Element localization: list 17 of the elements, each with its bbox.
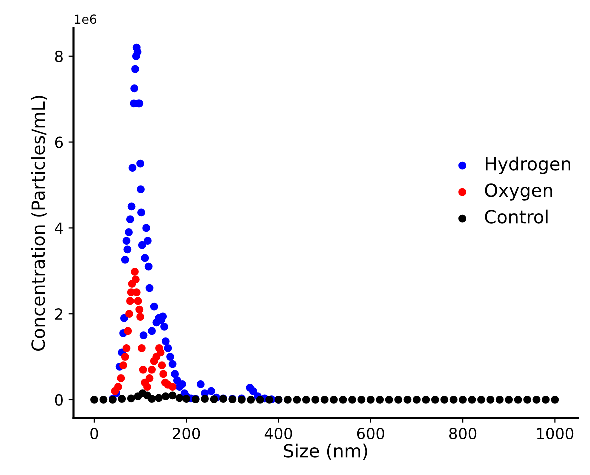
x-tick-label: 0 xyxy=(90,428,98,440)
x-tick-label: 1000 xyxy=(537,428,574,440)
x-tick-label: 400 xyxy=(264,428,292,440)
legend-label: Oxygen xyxy=(485,184,552,201)
y-tick-label: 6 xyxy=(55,136,64,148)
text: 1e6 xyxy=(75,14,97,24)
x-tick-label: 600 xyxy=(357,428,384,440)
x-tick-label: 200 xyxy=(173,428,200,440)
legend-label: Hydrogen xyxy=(486,156,570,174)
y-axis-title: Concentration (Particles/mL) xyxy=(31,96,48,351)
y-tick-label: 0 xyxy=(55,394,64,406)
x-tick-label: 800 xyxy=(449,428,477,440)
y-tick-label: 8 xyxy=(55,50,63,62)
x-axis-title: Size (nm) xyxy=(284,444,368,460)
y-tick-label: 4 xyxy=(55,222,64,234)
y-tick-label: 2 xyxy=(55,308,62,320)
legend-label: Control xyxy=(485,210,548,224)
